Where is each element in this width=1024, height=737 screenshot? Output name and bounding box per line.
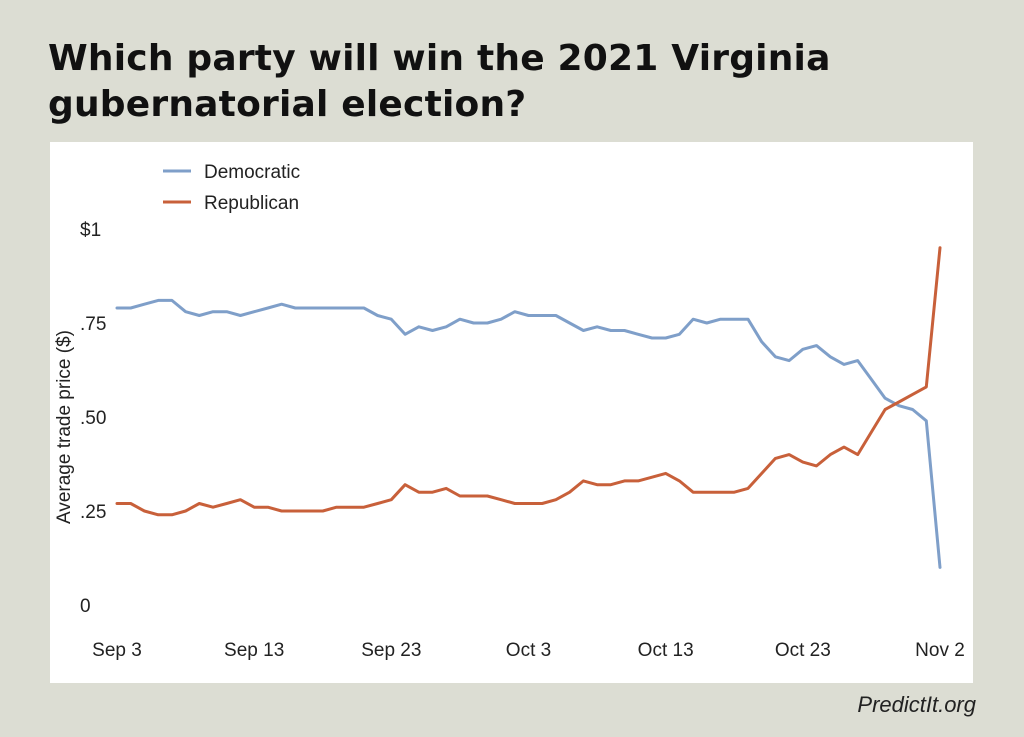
x-tick-label-3: Oct 3 — [506, 640, 551, 661]
x-tick-label-2: Sep 23 — [361, 640, 421, 661]
source-credit: PredictIt.org — [857, 692, 976, 717]
y-tick-label-3: .75 — [80, 314, 106, 335]
x-tick-label-6: Nov 2 — [915, 640, 965, 661]
x-tick-label-5: Oct 23 — [775, 640, 831, 661]
line-chart: 0 .25 .50 .75 $1 Sep 3 Sep 13 Sep 23 Oct 3 Oct 13… — [54, 162, 965, 661]
y-tick-label-0: 0 — [80, 596, 91, 617]
y-axis-title: Average trade price ($) — [54, 330, 75, 524]
chart-panel: 0 .25 .50 .75 $1 Sep 3 Sep 13 Sep 23 Oct 3 Oct 13… — [50, 142, 973, 683]
chart-title: Which party will win the 2021 Virginia g… — [48, 38, 831, 125]
x-tick-label-4: Oct 13 — [638, 640, 694, 661]
y-tick-label-1: .25 — [80, 502, 106, 523]
x-tick-label-0: Sep 3 — [92, 640, 142, 661]
legend-label-republican: Republican — [204, 193, 299, 214]
legend-label-democratic: Democratic — [204, 162, 300, 183]
series-line-democratic — [115, 298, 942, 569]
y-tick-label-2: .50 — [80, 408, 106, 429]
y-tick-label-4: $1 — [80, 220, 101, 241]
x-tick-label-1: Sep 13 — [224, 640, 284, 661]
series-line-republican — [115, 246, 942, 517]
